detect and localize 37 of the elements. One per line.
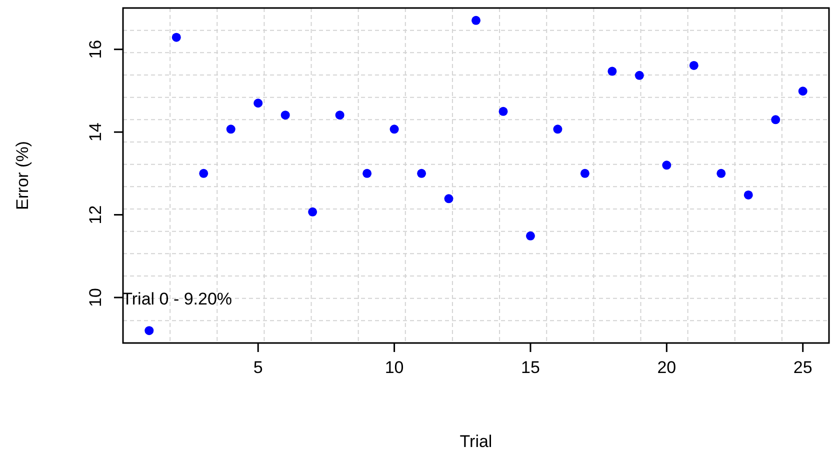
point [744, 190, 753, 200]
point [280, 110, 290, 120]
point [172, 32, 181, 42]
y-tick-label: 10 [86, 288, 105, 307]
x-tick-label: 15 [521, 358, 540, 377]
point [608, 66, 617, 76]
point [144, 326, 154, 336]
x-axis-title: Trial [460, 432, 492, 451]
point [308, 207, 318, 216]
y-axis-title: Error (%) [13, 141, 32, 210]
point [335, 110, 344, 120]
point [634, 70, 644, 80]
point [771, 115, 780, 124]
point [390, 124, 399, 134]
point [553, 124, 562, 134]
x-tick-label: 10 [384, 358, 404, 377]
x-tick-label: 25 [793, 358, 812, 377]
x-tick-label: 5 [253, 358, 263, 377]
point [226, 124, 236, 134]
point [798, 86, 808, 96]
y-tick-label: 12 [86, 205, 105, 224]
point [254, 98, 263, 108]
point [472, 16, 480, 25]
point [580, 168, 590, 178]
y-tick-label: 16 [86, 40, 105, 59]
point [417, 168, 426, 178]
x-tick-label: 20 [657, 358, 676, 377]
point [689, 60, 698, 70]
point [362, 168, 372, 178]
point [662, 160, 672, 170]
point [498, 106, 508, 116]
point [199, 168, 208, 178]
annotation: Trial 0 - 9.20% [122, 290, 232, 309]
point [444, 194, 454, 204]
point [716, 168, 726, 178]
y-tick-label: 14 [86, 122, 105, 142]
point [526, 231, 535, 240]
